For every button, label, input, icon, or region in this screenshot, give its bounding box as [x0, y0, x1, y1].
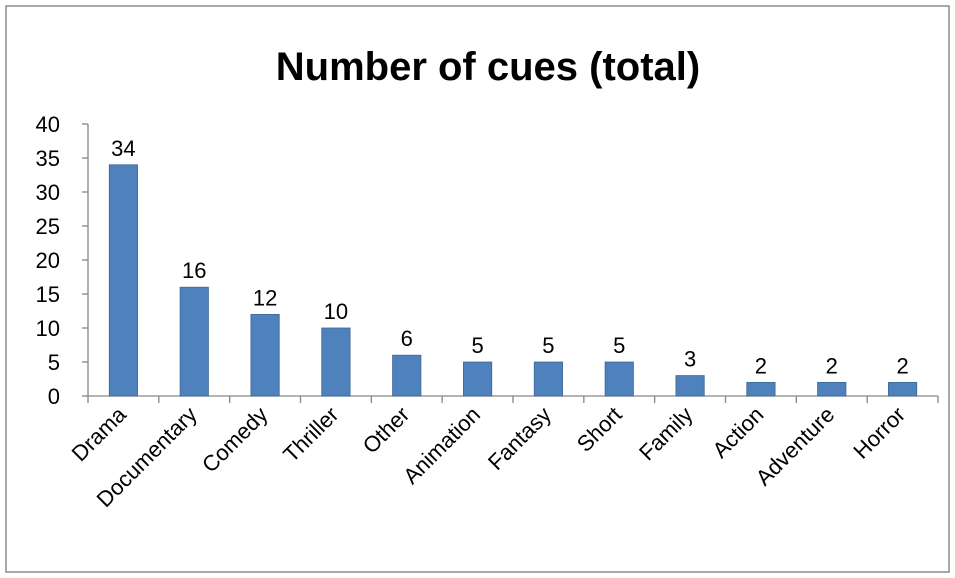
data-label: 5 [542, 333, 554, 358]
bar [533, 361, 563, 397]
data-label: 12 [253, 285, 277, 310]
data-label: 10 [324, 299, 348, 324]
bar [817, 381, 847, 397]
y-tick-label: 20 [36, 248, 60, 273]
bar [250, 313, 280, 397]
data-label: 2 [896, 353, 908, 378]
bar [675, 375, 705, 397]
data-label: 5 [613, 333, 625, 358]
y-tick-label: 35 [36, 146, 60, 171]
bar [746, 381, 776, 397]
x-axis [87, 395, 939, 403]
data-label: 2 [755, 353, 767, 378]
bar [888, 381, 918, 397]
data-label: 5 [471, 333, 483, 358]
data-label: 6 [401, 326, 413, 351]
data-label: 16 [182, 258, 206, 283]
y-tick-label: 0 [48, 384, 60, 409]
y-tick-label: 5 [48, 350, 60, 375]
bar [179, 286, 209, 397]
y-tick-label: 10 [36, 316, 60, 341]
bar [463, 361, 493, 397]
data-label: 3 [684, 347, 696, 372]
data-labels: 34 16 12 10 6 5 5 5 3 2 2 2 [111, 136, 909, 379]
data-label: 2 [826, 353, 838, 378]
y-tick-label: 15 [36, 282, 60, 307]
y-tick-label: 30 [36, 180, 60, 205]
bar [604, 361, 634, 397]
chart-title: Number of cues (total) [276, 45, 700, 89]
bar [321, 327, 351, 397]
y-tick-label: 40 [36, 112, 60, 137]
y-tick-label: 25 [36, 214, 60, 239]
y-axis: 0 5 10 15 20 25 30 35 40 [36, 112, 89, 409]
bar [108, 164, 138, 397]
data-label: 34 [111, 136, 135, 161]
chart-border [5, 5, 950, 573]
bar [392, 354, 422, 397]
bars [108, 164, 918, 397]
